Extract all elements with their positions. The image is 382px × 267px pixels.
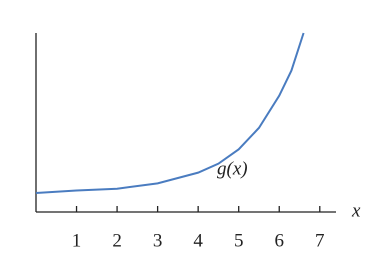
x-tick-label: 6 <box>274 230 284 251</box>
curve-label: g(x) <box>217 158 248 179</box>
x-tick-label: 1 <box>72 230 82 251</box>
x-tick-label: 2 <box>112 230 122 251</box>
x-tick-label: 3 <box>153 230 163 251</box>
x-tick-label: 4 <box>193 230 203 251</box>
x-tick-label: 7 <box>315 230 325 251</box>
x-tick-label: 5 <box>234 230 244 251</box>
x-axis-label: x <box>351 200 361 221</box>
curve <box>35 32 305 195</box>
